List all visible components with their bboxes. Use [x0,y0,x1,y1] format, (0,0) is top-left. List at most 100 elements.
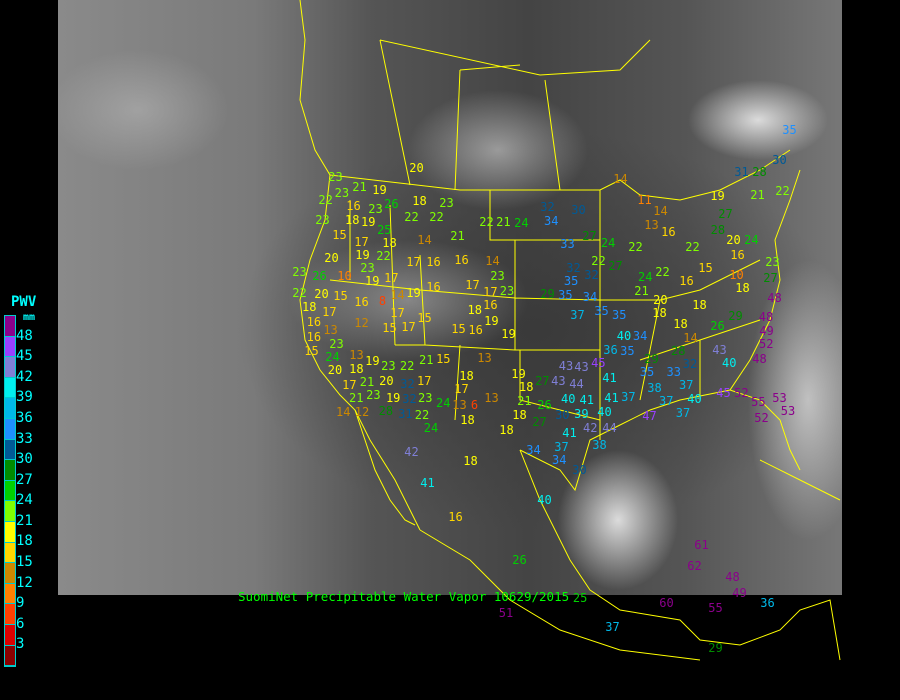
station-pwv-value: 26 [710,318,725,333]
station-pwv-value: 14 [683,330,698,345]
station-pwv-value: 26 [537,397,552,412]
legend-swatch [5,521,15,543]
legend-title: PWV [11,294,37,310]
station-pwv-value: 47 [642,408,657,423]
station-pwv-value: 12 [354,404,370,419]
station-pwv-value: 13 [644,217,659,232]
station-pwv-value: 29 [708,640,723,655]
legend-tick: 30 [16,451,33,468]
station-pwv-value: 15 [451,321,466,336]
station-pwv-value: 16 [679,273,694,288]
station-pwv-value: 22 [685,239,700,254]
station-pwv-value: 14 [613,171,628,186]
legend-swatch [5,563,15,584]
station-pwv-value: 40 [537,492,552,507]
station-pwv-value: 40 [561,392,576,407]
station-pwv-value: 16 [448,509,463,524]
station-pwv-value: 22 [404,209,419,224]
station-pwv-value: 18 [499,422,514,437]
station-pwv-value: 18 [412,193,427,208]
legend-swatch [5,460,15,481]
station-pwv-value: 27 [763,270,778,285]
station-pwv-value: 18 [692,297,707,312]
color-scale-bar [4,315,16,667]
station-pwv-value: 19 [484,313,499,328]
station-pwv-value: 40 [616,328,632,343]
map-caption: SuomiNet Precipitable Water Vapor 10629/… [238,589,570,604]
station-pwv-value: 41 [579,393,594,408]
legend-swatch [5,316,15,337]
station-pwv-value: 41 [602,370,617,385]
station-pwv-value: 48 [758,310,774,325]
station-pwv-value: 40 [597,404,612,419]
station-pwv-value: 35 [620,343,635,358]
station-pwv-value: 42 [404,444,419,459]
station-pwv-value: 15 [382,320,397,335]
station-pwv-value: 34 [526,442,541,457]
station-pwv-value: 41 [604,390,619,405]
station-pwv-value: 16 [483,297,498,312]
station-pwv-value: 23 [334,185,350,200]
station-pwv-value: 18 [345,212,360,227]
station-pwv-value: 37 [659,393,674,408]
satellite-image [58,0,842,595]
cuba [759,459,841,501]
station-pwv-value: 30 [555,407,570,422]
station-pwv-value: 16 [306,315,322,330]
station-pwv-value: 60 [659,595,674,610]
station-pwv-value: 20 [314,286,329,301]
station-pwv-value: 15 [436,351,451,366]
station-pwv-value: 13 [349,347,364,362]
station-pwv-value: 37 [570,307,585,322]
station-pwv-value: 18 [512,407,527,422]
station-pwv-value: 35 [639,364,655,379]
station-pwv-value: 17 [342,377,357,392]
station-pwv-value: 22 [429,209,444,224]
station-pwv-value: 13 [477,350,492,365]
station-pwv-value: 52 [734,385,749,400]
station-pwv-value: 13 [452,397,467,412]
legend-tick: 24 [16,492,33,509]
station-pwv-value: 17 [406,254,421,269]
station-pwv-value: 32 [540,199,555,214]
station-pwv-value: 22 [591,253,606,268]
station-pwv-value: 17 [454,381,469,396]
station-pwv-value: 29 [728,308,743,323]
station-pwv-value: 37 [679,377,694,392]
station-pwv-value: 43 [558,359,574,374]
legend-swatch [5,336,15,358]
station-pwv-value: 22 [655,264,670,279]
station-pwv-value: 19 [360,214,376,229]
station-pwv-value: 52 [759,336,774,351]
station-pwv-value: 22 [318,192,333,207]
station-pwv-value: 18 [459,368,474,383]
station-pwv-value: 17 [390,305,405,320]
legend-swatch [5,501,15,522]
station-pwv-value: 36 [760,595,775,610]
station-pwv-value: 22 [414,407,430,422]
station-pwv-value: 26 [512,552,527,567]
station-pwv-value: 6 [470,397,479,412]
station-pwv-value: 29 [644,351,659,366]
legend-tick: 18 [16,533,33,550]
station-pwv-value: 8 [378,293,387,308]
station-pwv-value: 18 [735,280,750,295]
legend-swatch [5,398,15,419]
station-pwv-value: 14 [417,232,432,247]
station-pwv-value: 39 [574,406,589,421]
station-pwv-value: 12 [354,315,369,330]
station-pwv-value: 17 [465,277,480,292]
station-pwv-value: 11 [637,192,652,207]
station-pwv-value: 18 [382,235,397,250]
station-pwv-value: 24 [514,215,529,230]
station-pwv-value: 19 [710,188,725,203]
state-lines [329,190,761,440]
legend-swatch [5,418,15,440]
legend-tick: 45 [16,348,33,365]
station-pwv-value: 16 [426,279,441,294]
station-pwv-value: 38 [592,437,607,452]
station-pwv-value: 45 [716,385,731,400]
station-pwv-value: 16 [306,330,322,345]
station-pwv-value: 40 [722,355,737,370]
station-pwv-value: 35 [563,273,579,288]
